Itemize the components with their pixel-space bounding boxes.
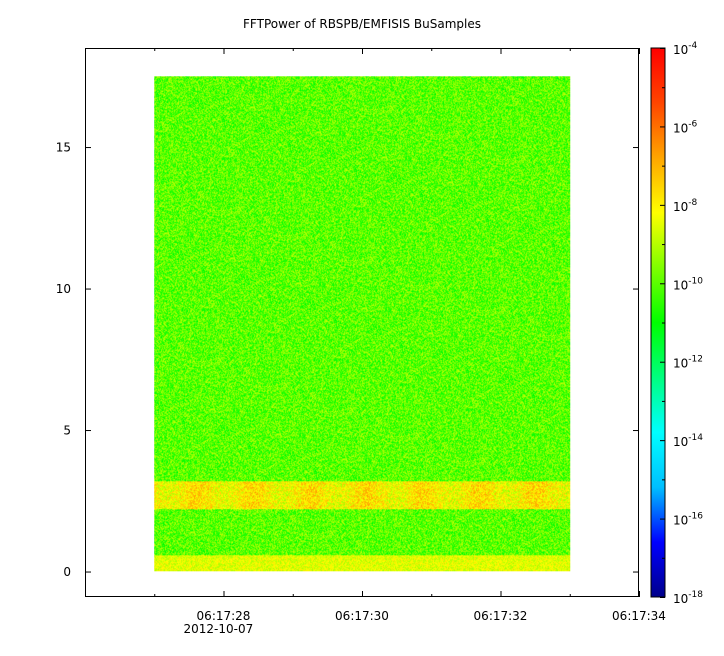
colorbar-tick-label: 10-4 <box>673 41 698 57</box>
x-tick-label: 06:17:32 <box>474 609 528 623</box>
colorbar-tick-label: 10-6 <box>673 119 698 135</box>
chart-title: FFTPower of RBSPB/EMFISIS BuSamples <box>243 17 481 31</box>
colorbar-tick-label: 10-16 <box>673 512 703 528</box>
x-tick-date-label: 2012-10-07 <box>184 622 254 636</box>
x-axis: 06:17:28 06:17:30 06:17:32 06:17:34 2012-10-… <box>154 48 666 636</box>
colorbar-tick-label: 10-10 <box>673 276 703 292</box>
spectrogram <box>154 76 571 572</box>
y-tick-label: 15 <box>56 141 71 155</box>
colorbar: 10-4 10-6 10-8 10-10 10-12 10-14 10-16 10-18 <box>650 41 703 606</box>
y-tick-label: 5 <box>63 424 71 438</box>
colorbar-tick-label: 10-8 <box>673 198 698 214</box>
colorbar-tick-label: 10-12 <box>673 355 703 371</box>
x-tick-label: 06:17:34 <box>612 609 666 623</box>
x-tick-label: 06:17:28 <box>197 609 251 623</box>
y-axis: 0 5 10 15 <box>56 141 639 579</box>
y-tick-label: 0 <box>63 565 71 579</box>
colorbar-tick-label: 10-18 <box>673 590 703 606</box>
spectrogram-image <box>154 76 571 572</box>
colorbar-tick-label: 10-14 <box>673 433 703 449</box>
y-tick-label: 10 <box>56 282 71 296</box>
x-tick-label: 06:17:30 <box>335 609 389 623</box>
